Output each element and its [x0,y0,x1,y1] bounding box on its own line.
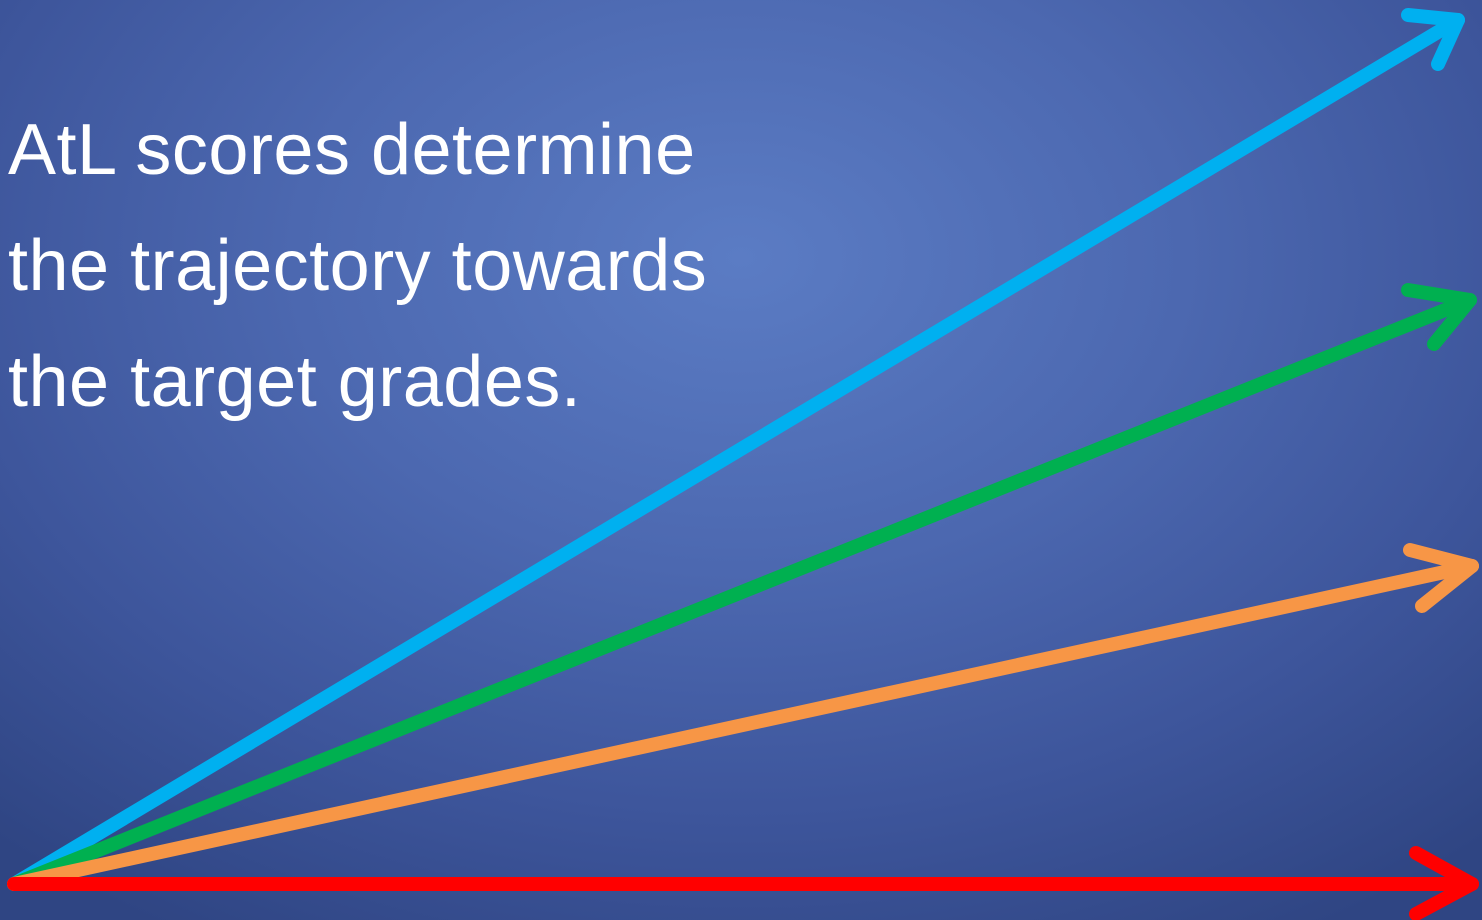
text-line-1: AtL scores determine [8,110,696,190]
green-arrow [7,283,1477,891]
orange-arrow [7,543,1479,891]
text-line-3: the target grades. [8,342,582,422]
red-arrow [7,846,1479,920]
text-line-2: the trajectory towards [8,226,708,306]
blue-arrow [7,8,1465,891]
slide-text: AtL scores determine the trajectory towa… [8,92,828,440]
